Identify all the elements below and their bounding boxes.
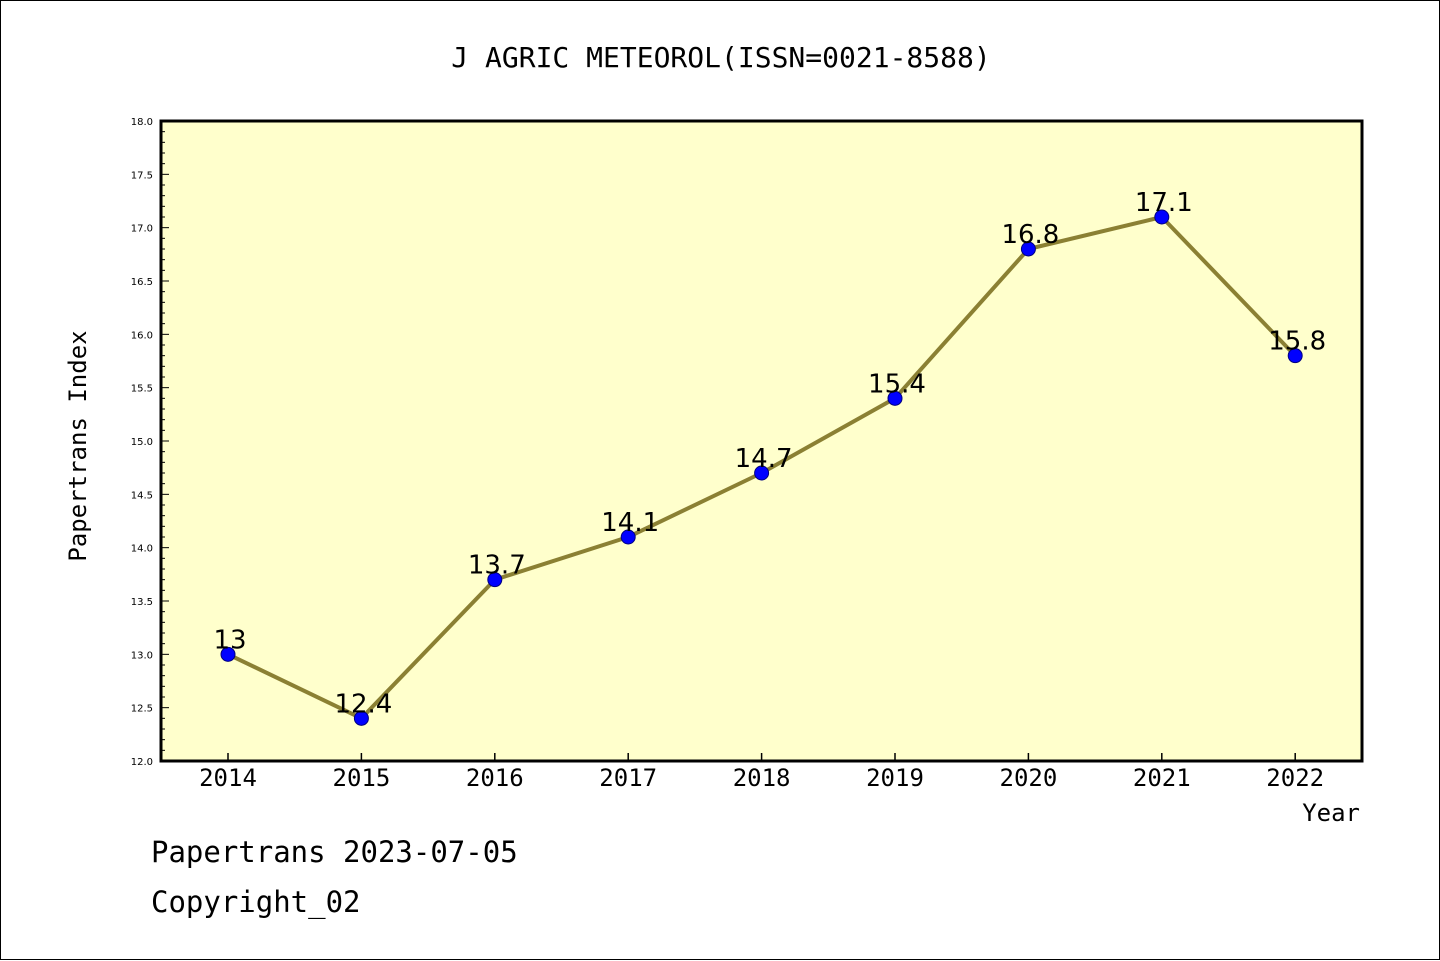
series-layer: 13 12.4 13.7 14.1 14.7 15.4 16.8 17.1 15.8 <box>213 188 1326 726</box>
x-axis: 2014 2015 2016 2017 2018 2019 2020 2021 2022 <box>199 753 1324 792</box>
x-tick-label: 2020 <box>1000 764 1058 792</box>
y-axis-title: Papertrans Index <box>64 330 92 561</box>
data-point <box>1154 209 1170 225</box>
data-label: 13.7 <box>468 551 526 581</box>
x-tick-label: 2017 <box>599 764 657 792</box>
data-point <box>1287 348 1303 364</box>
x-tick-label: 2022 <box>1266 764 1324 792</box>
data-point <box>1020 241 1036 257</box>
data-label: 14.1 <box>601 508 659 538</box>
data-label: 15.8 <box>1268 327 1326 357</box>
y-tick-label: 13.5 <box>131 597 153 608</box>
y-tick-label: 18.0 <box>131 117 153 128</box>
footer-date: Papertrans 2023-07-05 <box>151 835 518 869</box>
data-point <box>487 572 503 588</box>
y-tick-label: 15.5 <box>131 384 153 395</box>
y-tick-label: 12.0 <box>131 757 153 768</box>
data-label: 15.4 <box>868 369 926 399</box>
x-tick-label: 2019 <box>866 764 924 792</box>
footer-copyright: Copyright_02 <box>151 885 361 919</box>
y-tick-label: 14.0 <box>131 544 153 555</box>
data-point <box>754 465 770 481</box>
y-tick-label: 16.5 <box>131 277 153 288</box>
x-tick-label: 2021 <box>1133 764 1191 792</box>
y-tick-label: 16.0 <box>131 330 153 341</box>
data-label: 17.1 <box>1135 188 1193 218</box>
data-point <box>220 646 236 662</box>
data-point <box>353 710 369 726</box>
plot-area <box>159 119 1364 763</box>
x-tick-label: 2016 <box>466 764 524 792</box>
y-tick-label: 15.0 <box>131 437 153 448</box>
data-label: 12.4 <box>334 689 392 719</box>
x-axis-title: Year <box>1302 799 1360 827</box>
data-point <box>620 529 636 545</box>
y-tick-label: 17.5 <box>131 170 153 181</box>
data-label: 16.8 <box>1001 220 1059 250</box>
chart-title: J AGRIC METEOROL(ISSN=0021-8588) <box>451 41 990 74</box>
y-axis: 12.0 12.5 13.0 13.5 14.0 14.5 15.0 15.5 16.0 16.5… <box>131 117 169 768</box>
data-label: 13 <box>213 625 246 655</box>
y-tick-label: 12.5 <box>131 704 153 715</box>
x-tick-label: 2015 <box>333 764 391 792</box>
data-label: 14.7 <box>735 444 793 474</box>
data-point <box>887 390 903 406</box>
y-tick-label: 17.0 <box>131 224 153 235</box>
x-tick-label: 2018 <box>733 764 791 792</box>
x-tick-label: 2014 <box>199 764 257 792</box>
y-tick-label: 14.5 <box>131 490 153 501</box>
y-tick-label: 13.0 <box>131 650 153 661</box>
